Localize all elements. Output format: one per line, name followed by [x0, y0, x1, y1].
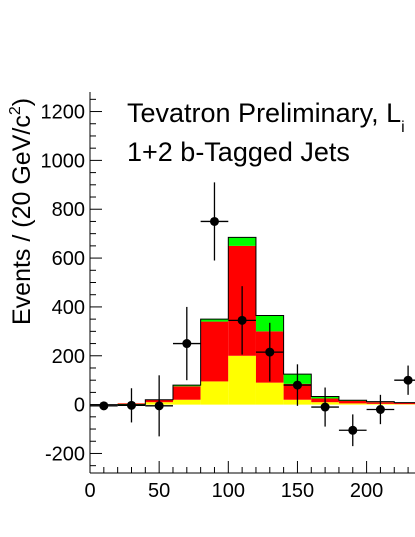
data-marker: [320, 402, 330, 412]
data-point: [145, 375, 173, 437]
y-ticks: -200 0 200 400 600 800 1000 1200: [41, 98, 102, 467]
data-point: [255, 322, 284, 382]
x-tick-label: 50: [148, 480, 170, 502]
x-tick-label: 100: [212, 480, 245, 502]
data-marker: [375, 405, 385, 414]
data-points: [90, 182, 415, 447]
bar-segment-2: [172, 385, 201, 387]
data-marker: [154, 401, 164, 411]
bar-segment-2: [228, 237, 256, 246]
y-tick-label: 200: [52, 346, 85, 368]
data-point: [338, 414, 367, 447]
data-point: [90, 401, 118, 411]
x-tick-label: 200: [350, 480, 383, 502]
bar-segment-1: [172, 386, 201, 400]
y-tick-label: -200: [45, 443, 85, 465]
bar-segment-0: [255, 382, 284, 405]
bar-segment-1: [338, 400, 367, 404]
data-point: [228, 286, 256, 355]
data-marker: [126, 400, 136, 410]
bar-segment-1: [200, 321, 229, 382]
data-marker: [209, 216, 219, 226]
data-point: [117, 388, 146, 423]
bar-segment-1: [394, 402, 415, 405]
total-outline: [90, 236, 415, 406]
data-point: [311, 387, 339, 427]
axes: -200 0 200 400 600 800 1000 1200 0 50 100 150 200: [41, 92, 415, 502]
x-tick-label: 0: [84, 480, 95, 502]
y-tick-label: 800: [52, 199, 85, 221]
data-marker: [265, 347, 275, 357]
data-point: [172, 306, 201, 381]
x-ticks: 0 50 100 150 200: [84, 461, 409, 502]
chart-annotation-1: Tevatron Preliminary, Li: [127, 98, 405, 136]
data-point: [394, 365, 415, 395]
y-tick-label: 1200: [41, 102, 86, 124]
y-axis-label: Events / (20 GeV/c2): [7, 98, 36, 325]
bar-segment-0: [172, 399, 201, 405]
bar-segment-0: [338, 403, 367, 405]
data-marker: [237, 315, 247, 325]
y-tick-label: 400: [52, 297, 85, 319]
stacked-bars: [117, 237, 415, 405]
data-marker: [182, 339, 192, 349]
chart-annotation-2: 1+2 b-Tagged Jets: [127, 137, 350, 167]
data-marker: [99, 401, 109, 411]
bar-segment-2: [200, 319, 229, 322]
y-tick-label: 600: [52, 248, 85, 270]
y-tick-label: 0: [74, 395, 85, 417]
bar-segment-0: [200, 381, 229, 405]
data-marker: [403, 375, 413, 385]
data-point: [200, 182, 229, 261]
data-point: [366, 394, 395, 425]
data-marker: [292, 380, 302, 390]
data-point: [283, 364, 312, 406]
bar-segment-0: [228, 355, 256, 405]
x-tick-label: 150: [281, 480, 314, 502]
y-tick-label: 1000: [41, 150, 86, 172]
total-outline-path: [90, 236, 415, 406]
data-marker: [348, 425, 358, 435]
